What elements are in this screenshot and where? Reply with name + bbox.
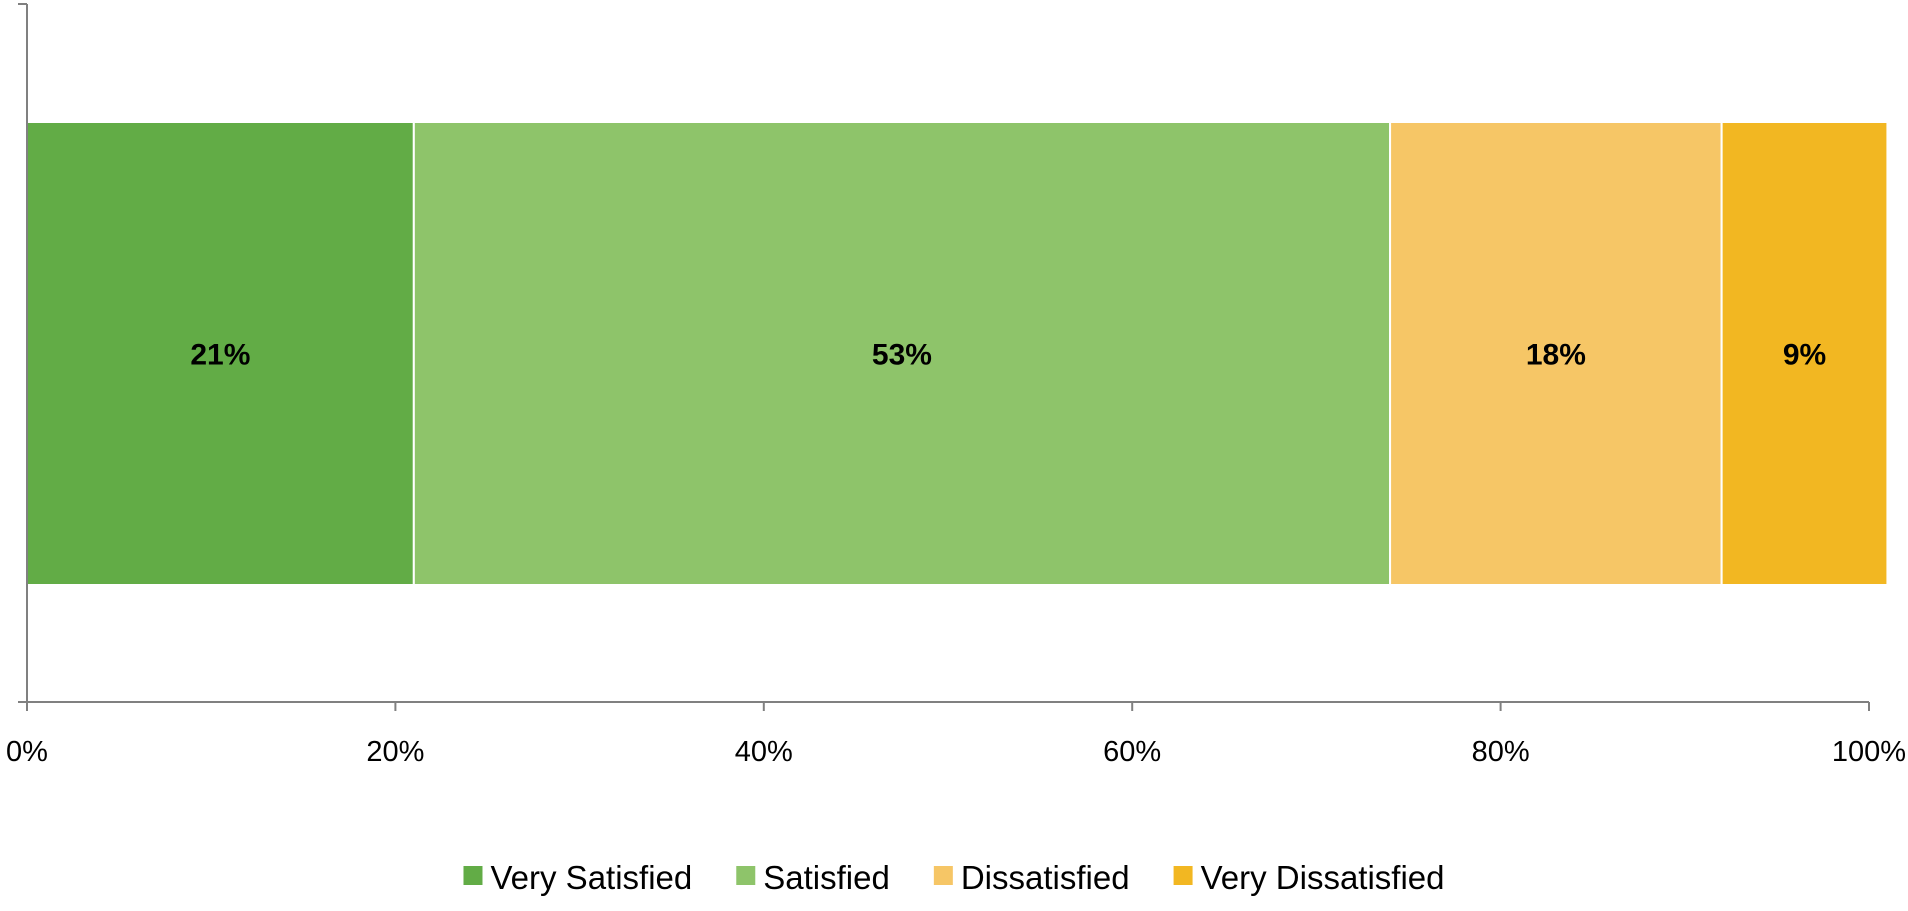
- legend-label: Very Satisfied: [490, 859, 692, 896]
- data-label: 21%: [190, 339, 250, 372]
- legend-item: Very Dissatisfied: [1173, 859, 1445, 896]
- legend-label: Dissatisfied: [961, 859, 1130, 896]
- bars-layer: [26, 121, 1889, 586]
- x-tick-label: 100%: [1832, 736, 1906, 768]
- legend: Very Satisfied Satisfied Dissatisfied Very …: [463, 859, 1445, 896]
- bar-segment-very-dissatisfied: [1720, 121, 1889, 586]
- bar-segment-dissatisfied: [1389, 121, 1723, 586]
- legend-swatch: [463, 866, 483, 885]
- data-label: 9%: [1783, 339, 1826, 372]
- x-tick-label: 80%: [1472, 736, 1530, 768]
- legend-swatch: [736, 866, 756, 885]
- legend-item: Dissatisfied: [933, 859, 1130, 896]
- legend-label: Very Dissatisfied: [1201, 859, 1445, 896]
- legend-swatch: [933, 866, 953, 885]
- legend-item: Satisfied: [736, 859, 890, 896]
- bar-segment-very-satisfied: [26, 121, 415, 586]
- axes-layer: 0% 20% 40% 60% 80% 100%: [6, 3, 1906, 768]
- legend-item: Very Satisfied: [463, 859, 692, 896]
- x-tick-label: 20%: [366, 736, 424, 768]
- x-tick-label: 0%: [6, 736, 48, 768]
- x-tick-label: 40%: [735, 736, 793, 768]
- data-labels-layer: 21% 53% 18% 9%: [190, 339, 1826, 372]
- x-tick-label: 60%: [1103, 736, 1161, 768]
- data-label: 18%: [1526, 339, 1586, 372]
- legend-label: Satisfied: [763, 859, 890, 896]
- bar-segment-satisfied: [412, 121, 1392, 586]
- legend-swatch: [1173, 866, 1193, 885]
- data-label: 53%: [872, 339, 932, 372]
